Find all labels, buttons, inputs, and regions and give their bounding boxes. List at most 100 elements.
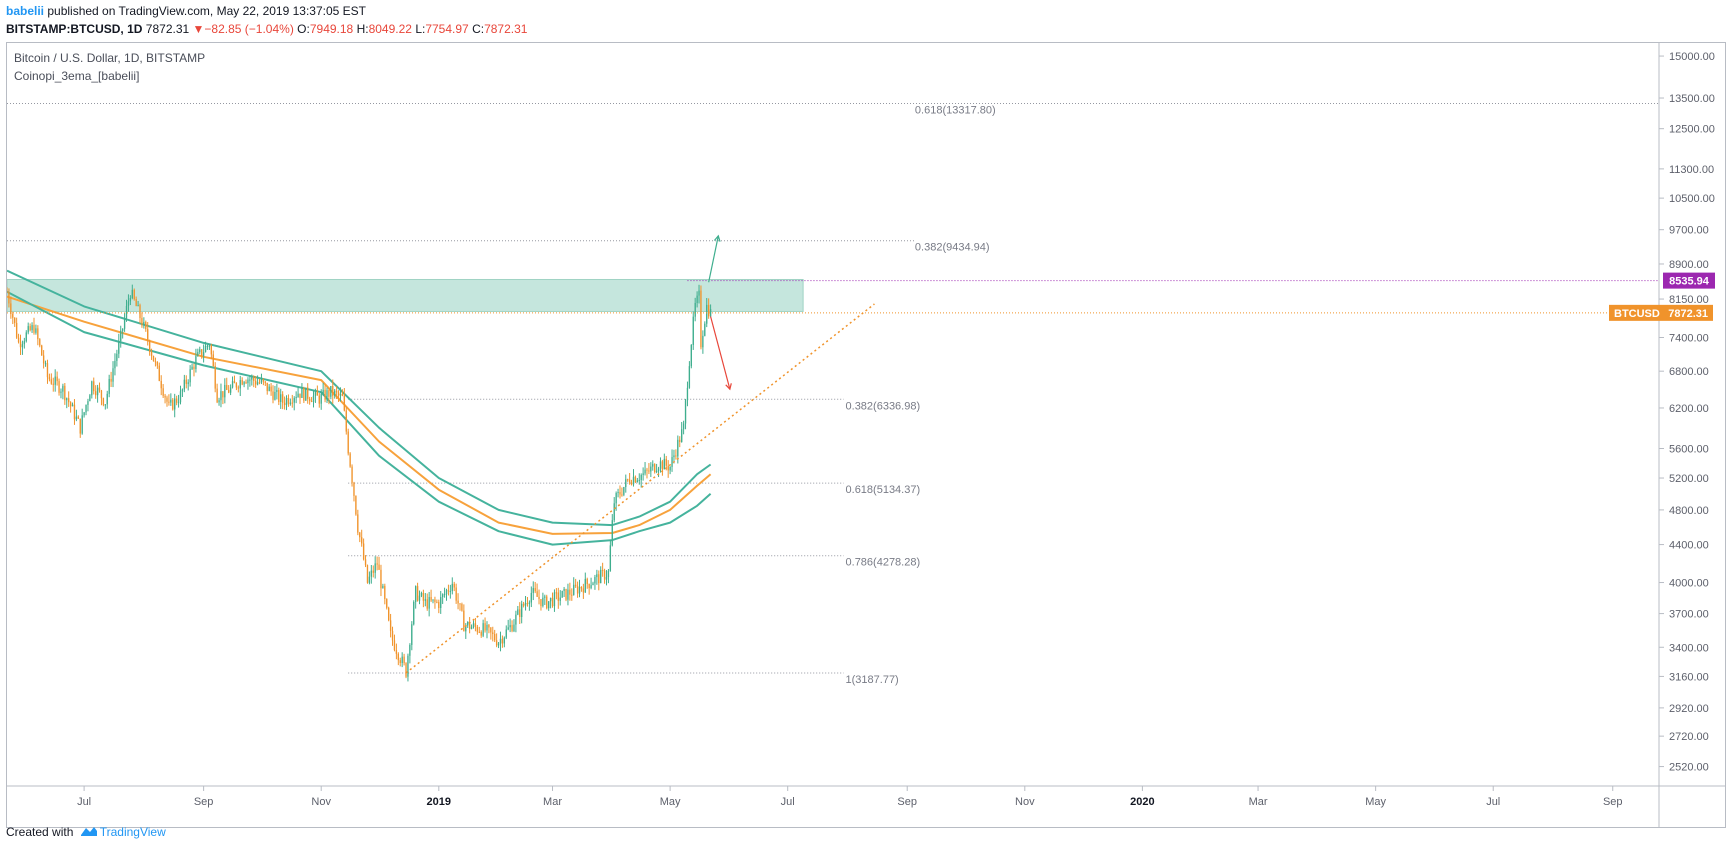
candle-up bbox=[143, 321, 145, 326]
candle-up bbox=[208, 345, 211, 347]
candle-down bbox=[455, 587, 457, 601]
legend-indicator: Coinopi_3ema_[babelii] bbox=[14, 69, 139, 83]
tradingview-logo-icon[interactable] bbox=[80, 825, 98, 840]
candle-up bbox=[482, 623, 484, 636]
candle-down bbox=[388, 607, 390, 621]
candle-up bbox=[326, 390, 328, 400]
candle-down bbox=[422, 592, 425, 601]
candle-up bbox=[85, 404, 87, 413]
candle-up bbox=[23, 341, 26, 345]
candle-down bbox=[357, 514, 359, 533]
candle-up bbox=[499, 638, 502, 644]
candles bbox=[7, 284, 712, 682]
candle-up bbox=[470, 626, 473, 629]
candle-up bbox=[590, 585, 592, 589]
candle-up bbox=[116, 353, 118, 361]
candle-up bbox=[449, 591, 452, 593]
candle-down bbox=[361, 537, 363, 544]
candle-up bbox=[71, 404, 74, 407]
candle-up bbox=[114, 360, 116, 369]
candle-down bbox=[46, 363, 49, 378]
candle-down bbox=[158, 365, 160, 381]
candle-down bbox=[343, 395, 346, 411]
candle-up bbox=[709, 309, 712, 317]
candle-up bbox=[625, 479, 627, 487]
candle-down bbox=[384, 585, 386, 599]
candle-up bbox=[644, 469, 646, 474]
plot-area bbox=[7, 102, 1659, 682]
candle-down bbox=[287, 397, 290, 404]
candle-up bbox=[125, 305, 128, 318]
candle-down bbox=[468, 621, 471, 629]
candle-up bbox=[497, 643, 500, 646]
candle-down bbox=[254, 380, 257, 385]
candle-down bbox=[37, 328, 39, 340]
candle-down bbox=[501, 638, 504, 644]
candle-down bbox=[135, 299, 137, 307]
tradingview-link[interactable]: TradingView bbox=[99, 825, 166, 839]
candle-up bbox=[276, 390, 278, 392]
candle-down bbox=[405, 663, 407, 677]
candle-up bbox=[567, 589, 569, 600]
candle-down bbox=[152, 355, 155, 362]
candle-up bbox=[640, 474, 642, 481]
candle-down bbox=[245, 382, 247, 384]
candle-down bbox=[141, 318, 143, 326]
candle-up bbox=[251, 377, 253, 380]
candle-up bbox=[688, 366, 691, 388]
candle-up bbox=[440, 597, 442, 609]
candle-up bbox=[613, 503, 615, 521]
candle-down bbox=[270, 386, 272, 392]
candle-up bbox=[600, 569, 602, 584]
candle-down bbox=[337, 392, 340, 396]
candle-up bbox=[137, 305, 139, 307]
author-link[interactable]: babelii bbox=[6, 4, 45, 18]
candle-down bbox=[536, 591, 538, 597]
candle-down bbox=[588, 584, 590, 589]
candle-up bbox=[443, 594, 446, 596]
candle-down bbox=[621, 494, 623, 496]
candle-down bbox=[69, 402, 72, 407]
candle-down bbox=[484, 623, 486, 631]
candle-up bbox=[652, 464, 654, 467]
candle-down bbox=[154, 361, 157, 363]
candle-down bbox=[646, 469, 648, 471]
chart-frame[interactable] bbox=[6, 42, 1726, 828]
candle-down bbox=[102, 398, 105, 405]
candle-down bbox=[133, 289, 135, 300]
candle-down bbox=[619, 491, 621, 495]
candle-up bbox=[451, 583, 453, 592]
candle-down bbox=[308, 398, 311, 401]
candle-down bbox=[64, 385, 66, 401]
candle-up bbox=[503, 637, 506, 644]
candle-up bbox=[465, 625, 467, 632]
candle-up bbox=[66, 398, 68, 401]
candle-up bbox=[249, 379, 251, 381]
candle-down bbox=[627, 479, 629, 481]
candle-up bbox=[607, 570, 610, 577]
candle-down bbox=[403, 656, 405, 664]
candle-down bbox=[399, 660, 401, 663]
candle-up bbox=[204, 346, 207, 353]
candle-up bbox=[75, 416, 78, 420]
candle-up bbox=[424, 599, 426, 601]
candle-up bbox=[486, 624, 488, 631]
y-tick-label: 3700.00 bbox=[1669, 609, 1709, 621]
candle-down bbox=[522, 603, 525, 606]
candle-down bbox=[258, 382, 261, 384]
candle-down bbox=[540, 599, 542, 606]
candle-up bbox=[642, 473, 644, 475]
candle-up bbox=[411, 624, 413, 645]
candle-up bbox=[623, 486, 625, 495]
candle-down bbox=[164, 395, 166, 398]
candle-up bbox=[330, 385, 332, 397]
candle-down bbox=[430, 597, 432, 601]
candle-down bbox=[241, 380, 243, 385]
candle-up bbox=[295, 397, 297, 399]
candle-down bbox=[380, 569, 382, 589]
candle-up bbox=[374, 563, 376, 573]
candle-down bbox=[438, 601, 440, 609]
candle-up bbox=[21, 344, 24, 348]
legend-title: Bitcoin / U.S. Dollar, 1D, BITSTAMP bbox=[14, 51, 205, 65]
